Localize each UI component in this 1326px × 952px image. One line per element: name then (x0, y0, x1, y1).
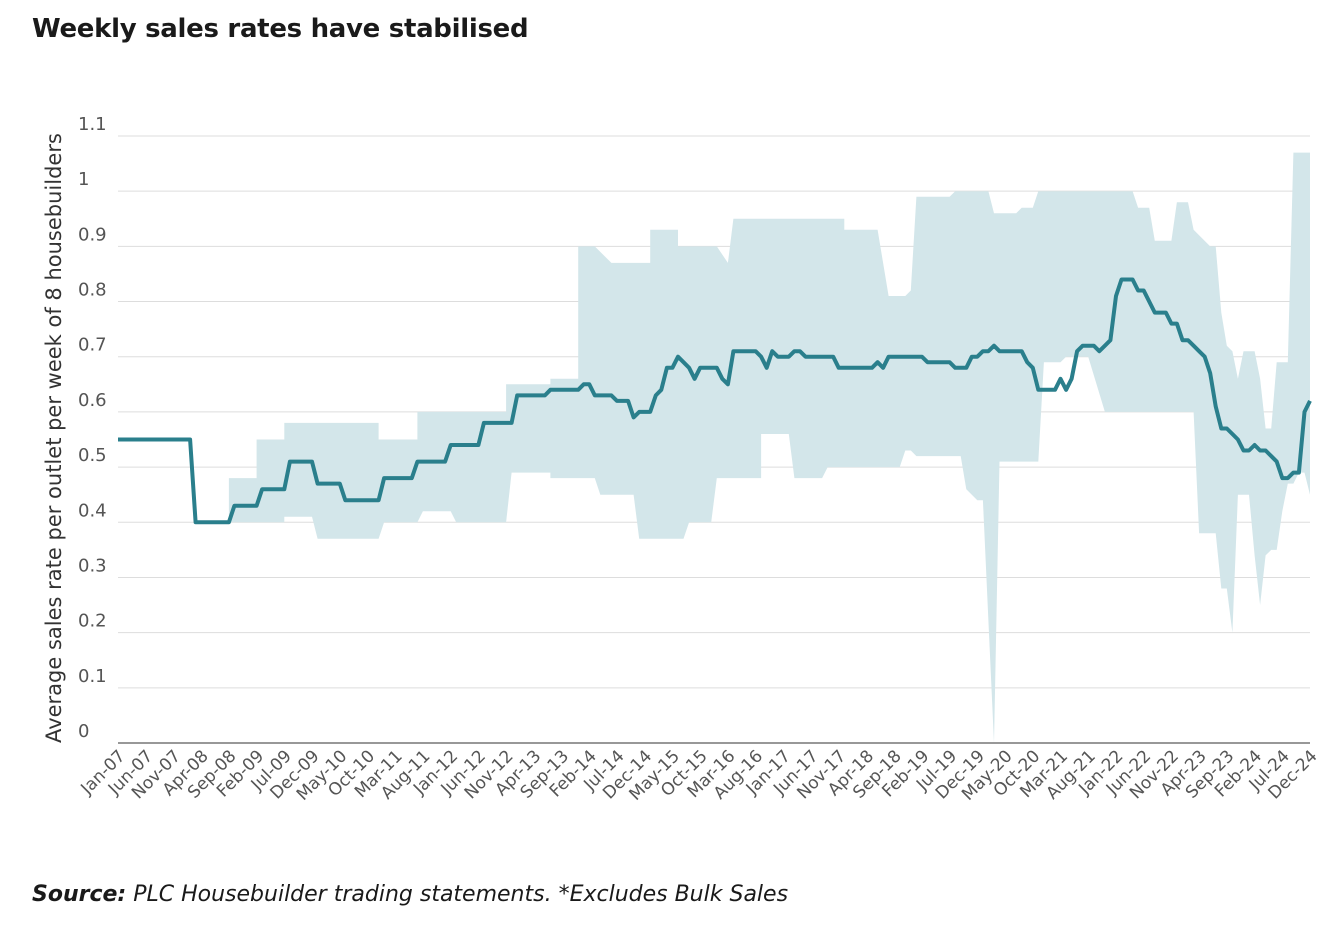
y-tick-label: 0.3 (78, 555, 107, 576)
y-tick-label: 0 (78, 721, 89, 742)
grid-lines (118, 135, 1310, 689)
source-text: PLC Housebuilder trading statements. *Ex… (126, 882, 789, 907)
source-label: Source: (32, 882, 127, 907)
y-tick-label: 0.1 (78, 666, 107, 687)
sales-rate-line (118, 277, 1312, 525)
x-tick-labels: Jan-07Jun-07Nov-07Apr-08Sep-08Feb-09Jul-… (77, 746, 1322, 804)
chart-area: 0 0.1 0.2 0.3 0.4 0.5 0.6 0.7 0.8 0.9 1 1.1 Jan-07J… (42, 114, 1322, 805)
y-tick-label: 1.1 (78, 114, 107, 135)
source-note: Source: PLC Housebuilder trading stateme… (32, 882, 788, 907)
y-tick-label: 0.2 (78, 611, 107, 632)
y-tick-label: 0.6 (78, 390, 107, 411)
range-band (228, 152, 1310, 744)
y-tick-label: 0.9 (78, 224, 107, 245)
y-tick-label: 0.4 (78, 500, 107, 521)
y-tick-label: 0.7 (78, 335, 107, 356)
chart-title: Weekly sales rates have stabilised (32, 14, 529, 44)
y-tick-label: 0.5 (78, 445, 107, 466)
y-axis-label: Average sales rate per outlet per week o… (42, 133, 66, 743)
y-tick-label: 1 (78, 169, 89, 190)
y-tick-label: 0.8 (78, 280, 107, 301)
y-tick-labels: 0 0.1 0.2 0.3 0.4 0.5 0.6 0.7 0.8 0.9 1 1.1 (78, 114, 107, 742)
